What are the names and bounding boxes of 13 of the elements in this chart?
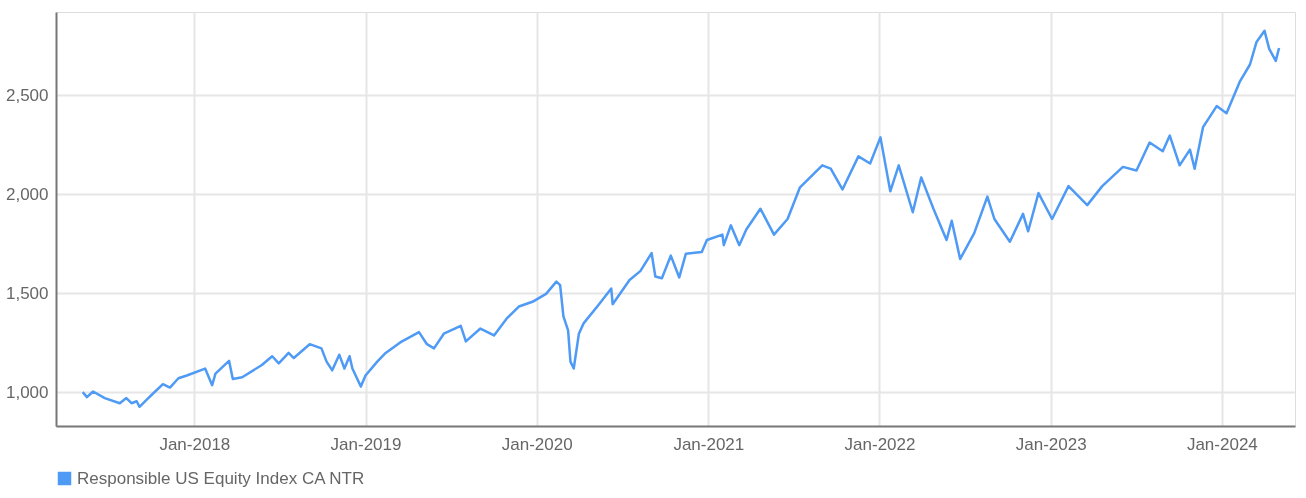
y-tick-label: 1,000 xyxy=(5,382,49,402)
line-series xyxy=(81,29,1281,409)
x-tick-label: Jan-2022 xyxy=(844,434,916,454)
x-tick-label: Jan-2024 xyxy=(1186,434,1258,454)
x-tick-label: Jan-2018 xyxy=(159,434,231,454)
legend-label: Responsible US Equity Index CA NTR xyxy=(77,468,365,488)
y-tick-label: 2,500 xyxy=(5,85,49,105)
x-tick-label: Jan-2021 xyxy=(673,434,745,454)
x-tick-label: Jan-2023 xyxy=(1015,434,1087,454)
x-tick-label: Jan-2020 xyxy=(501,434,573,454)
y-tick-label: 2,000 xyxy=(5,184,49,204)
x-tick-label: Jan-2019 xyxy=(330,434,402,454)
y-tick-label: 1,500 xyxy=(5,283,49,303)
